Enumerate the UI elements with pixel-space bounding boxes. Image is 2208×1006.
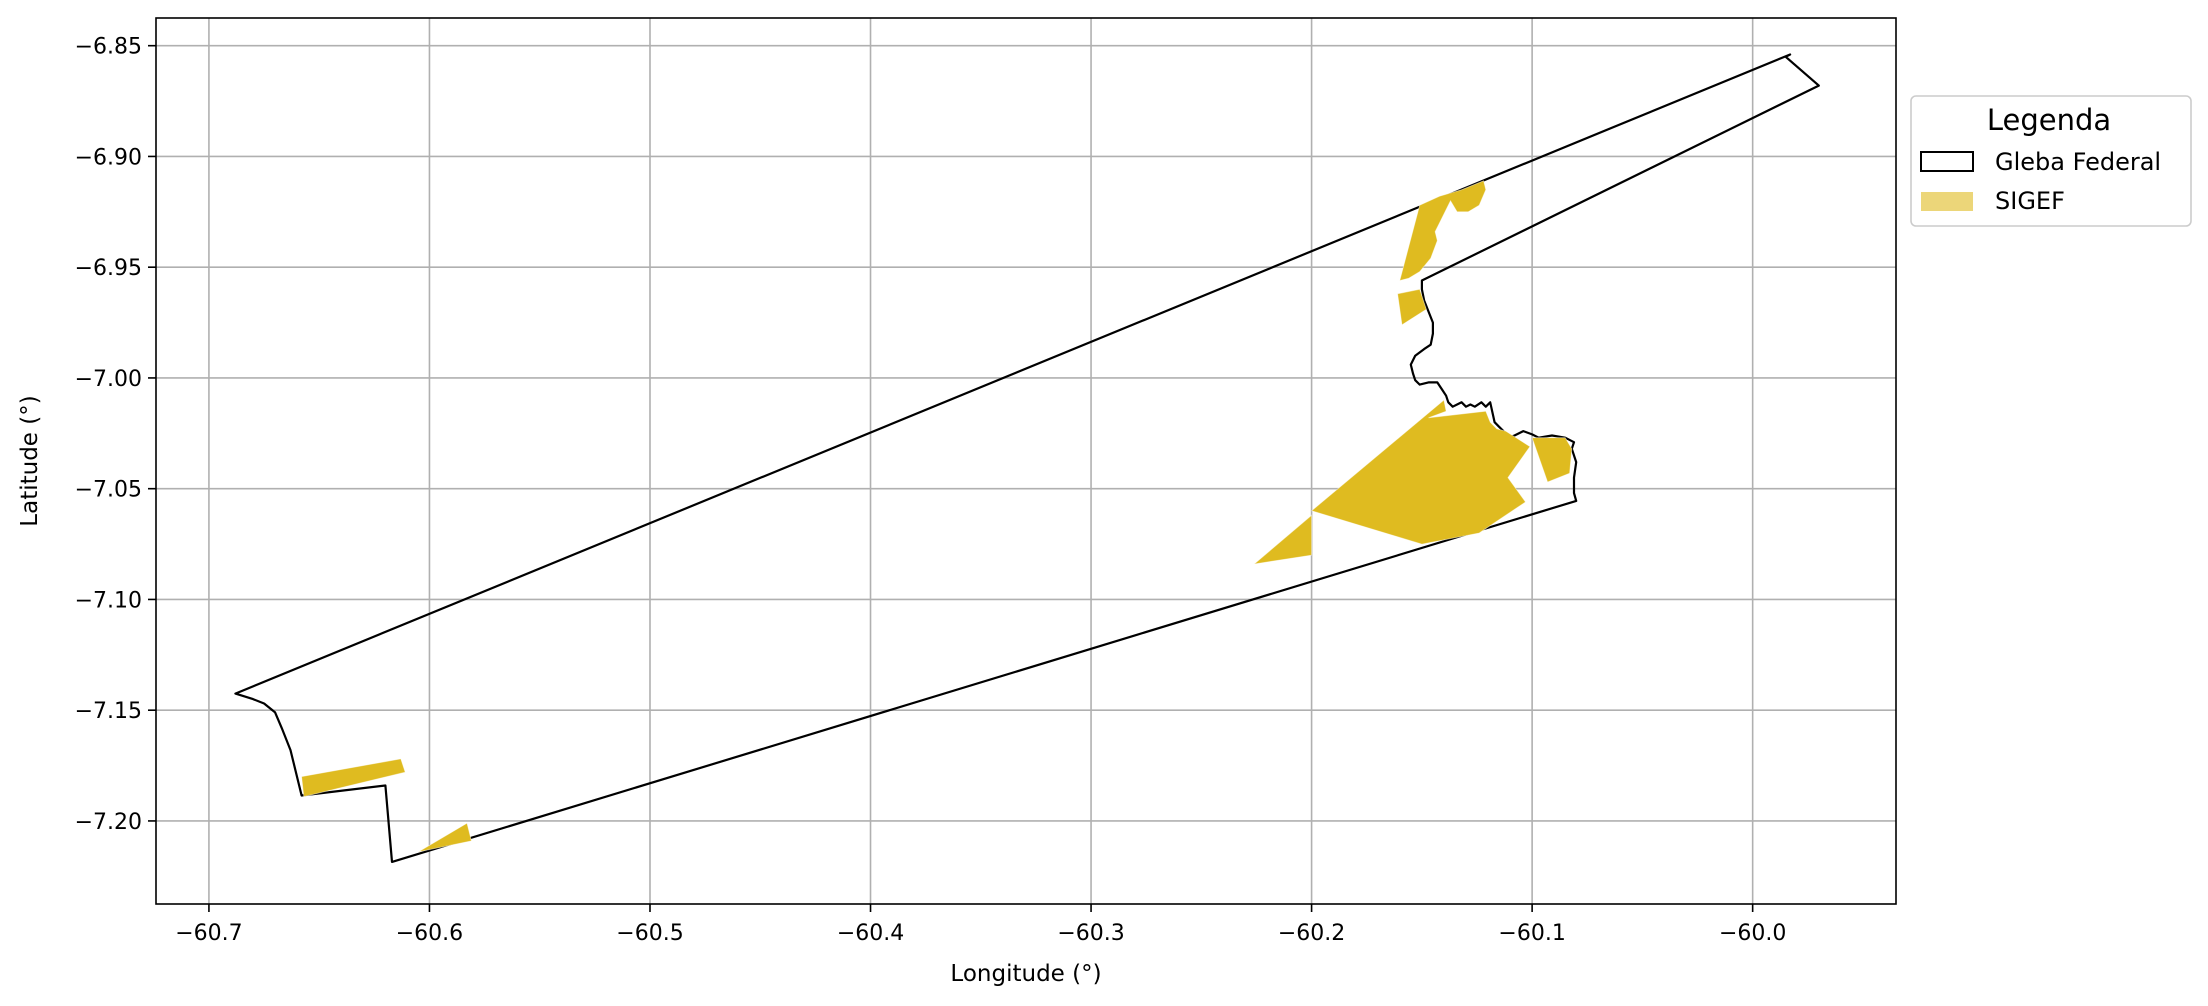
x-tick-label: −60.6 [396, 921, 463, 946]
y-tick-label: −7.20 [75, 810, 142, 835]
sigef-parcel [1310, 399, 1531, 545]
sigef-parcel [418, 822, 472, 853]
legend-label-sigef: SIGEF [1995, 187, 2065, 215]
gleba-federal-layer [234, 53, 1820, 864]
sigef-parcel [1399, 180, 1487, 282]
y-tick-label: −6.90 [75, 145, 142, 170]
x-tick-label: −60.0 [1719, 921, 1786, 946]
x-axis-ticks: −60.7 −60.6 −60.5 −60.4 −60.3 −60.2 −60.1 −60.0 [175, 904, 1786, 946]
x-tick-label: −60.2 [1278, 921, 1345, 946]
y-tick-label: −7.00 [75, 367, 142, 392]
y-tick-label: −7.05 [75, 478, 142, 503]
legend-swatch-sigef [1921, 192, 1973, 211]
y-tick-label: −7.10 [75, 588, 142, 613]
sigef-layer [301, 180, 1573, 853]
plot-frame [155, 17, 1897, 905]
sigef-parcel [301, 758, 406, 798]
legend-label-gleba-federal: Gleba Federal [1995, 148, 2161, 176]
sigef-parcel [1397, 288, 1427, 326]
sigef-parcel [1252, 514, 1312, 565]
y-tick-label: −6.95 [75, 256, 142, 281]
y-axis-label: Latitude (°) [17, 395, 43, 526]
legend: Legenda Gleba Federal SIGEF [1910, 95, 2192, 227]
y-axis-ticks: −6.85 −6.90 −6.95 −7.00 −7.05 −7.10 −7.15 −7.20 [75, 35, 156, 835]
x-tick-label: −60.4 [837, 921, 904, 946]
legend-box [1910, 95, 2192, 227]
y-tick-label: −6.85 [75, 35, 142, 60]
x-tick-label: −60.3 [1057, 921, 1124, 946]
x-tick-label: −60.7 [175, 921, 242, 946]
gleba-federal-boundary [234, 53, 1820, 864]
legend-swatch-gleba-federal [1920, 151, 1974, 172]
x-tick-label: −60.1 [1498, 921, 1565, 946]
sigef-parcel [1531, 437, 1573, 483]
y-tick-label: −7.15 [75, 699, 142, 724]
plot-area [156, 18, 1896, 904]
legend-title: Legenda [1987, 103, 2111, 137]
x-tick-label: −60.5 [616, 921, 683, 946]
grid-lines [156, 18, 1896, 904]
x-axis-label: Longitude (°) [950, 961, 1101, 987]
